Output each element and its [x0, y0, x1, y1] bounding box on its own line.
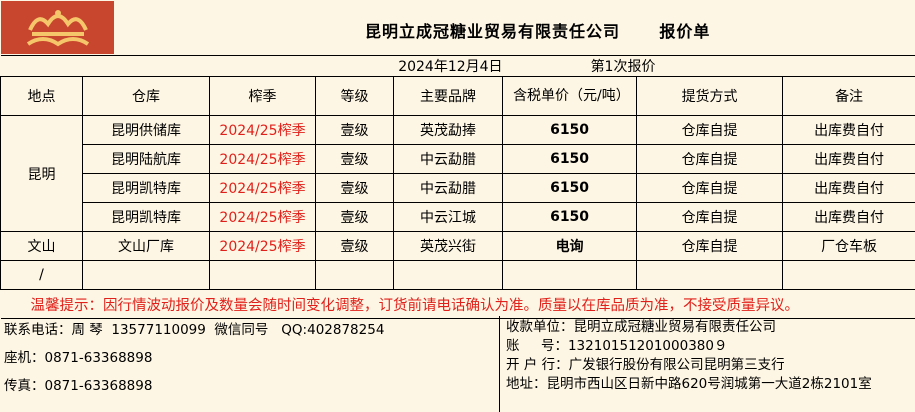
warehouse: 昆明凯特库 [82, 173, 210, 203]
crown-logo [1, 1, 114, 54]
price: 6150 [502, 115, 638, 145]
note: 厂仓车板 [782, 231, 915, 261]
price: 电询 [502, 231, 638, 261]
quote-date: 2024年12月4日 [0, 55, 503, 77]
col-header: 主要品牌 [392, 76, 504, 116]
brand: 英茂勐捧 [392, 115, 504, 145]
note: 出库费自付 [782, 115, 915, 145]
payee-info: 收款单位：昆明立成冠糖业贸易有限责任公司 账 号：132101512010003… [500, 316, 915, 412]
delivery: 仓库自提 [636, 231, 784, 261]
grade: 壹级 [315, 173, 394, 203]
quote-round: 第1次报价 [502, 55, 915, 77]
contact-info: 联系电话：周 琴 13577110099 微信同号 QQ:402878254 座… [0, 316, 500, 412]
page-title: 昆明立成冠糖业贸易有限责任公司 报价单 [365, 22, 711, 41]
table-row: 昆明凯特库 2024/25榨季 壹级 中云江城 6150 仓库自提 出库费自付 [1, 202, 915, 232]
payee-account: 账 号：13210151201000380９ [506, 338, 728, 354]
col-header: 提货方式 [636, 76, 784, 116]
table-row: 昆明凯特库 2024/25榨季 壹级 中云勐腊 6150 仓库自提 出库费自付 [1, 173, 915, 203]
contact-fax: 传真：0871-63368898 [4, 378, 153, 394]
delivery: 仓库自提 [636, 144, 784, 174]
season: 2024/25榨季 [209, 115, 316, 145]
table-row: 昆明 昆明供储库 2024/25榨季 壹级 英茂勐捧 6150 仓库自提 出库费自付 [0, 115, 915, 232]
payee-address: 地址：昆明市西山区日新中路620号润城第一大道2栋2101室 [506, 376, 872, 392]
warehouse: 昆明凯特库 [82, 202, 210, 232]
grade: 壹级 [315, 115, 394, 145]
payee-name: 收款单位：昆明立成冠糖业贸易有限责任公司 [506, 319, 776, 335]
note: 出库费自付 [782, 202, 915, 232]
price: 6150 [502, 202, 638, 232]
price: 6150 [502, 173, 638, 203]
contact-phone: 联系电话：周 琴 13577110099 微信同号 QQ:402878254 [4, 322, 385, 338]
warehouse: 昆明陆航库 [82, 144, 210, 174]
warehouse: 文山厂库 [82, 231, 210, 261]
grade: 壹级 [315, 231, 394, 261]
quote-table: 2024年12月4日 第1次报价 地点 仓库 榨季 等级 主要品牌 含税单价（元/… [0, 55, 915, 319]
grade: 壹级 [315, 144, 394, 174]
brand: 英茂兴街 [392, 231, 504, 261]
table-row: / [0, 260, 915, 290]
delivery: 仓库自提 [636, 202, 784, 232]
table-row: 文山 文山厂库 2024/25榨季 壹级 英茂兴街 电询 仓库自提 厂仓车板 [0, 231, 915, 261]
col-header: 含税单价（元/吨） [502, 76, 638, 116]
col-header: 榨季 [209, 76, 316, 116]
location: 文山 [0, 231, 83, 261]
season: 2024/25榨季 [209, 173, 316, 203]
grade: 壹级 [315, 202, 394, 232]
location: 昆明 [0, 115, 83, 232]
season: 2024/25榨季 [209, 202, 316, 232]
note: 出库费自付 [782, 144, 915, 174]
contact-landline: 座机：0871-63368898 [4, 350, 153, 366]
brand: 中云勐腊 [392, 173, 504, 203]
brand: 中云勐腊 [392, 144, 504, 174]
col-header: 备注 [782, 76, 915, 116]
col-header: 地点 [0, 76, 83, 116]
delivery: 仓库自提 [636, 173, 784, 203]
notice: 温馨提示：因行情波动报价及数量会随时间变化调整，订货前请电话确认为准。质量以在库… [0, 289, 915, 319]
season: 2024/25榨季 [209, 231, 316, 261]
note: 出库费自付 [782, 173, 915, 203]
delivery: 仓库自提 [636, 115, 784, 145]
price: 6150 [502, 144, 638, 174]
location: / [0, 260, 83, 290]
col-header: 仓库 [82, 76, 210, 116]
season: 2024/25榨季 [209, 144, 316, 174]
payee-bank: 开 户 行：广发银行股份有限公司昆明第三支行 [506, 357, 785, 373]
table-row: 昆明陆航库 2024/25榨季 壹级 中云勐腊 6150 仓库自提 出库费自付 [1, 144, 915, 174]
warehouse: 昆明供储库 [82, 115, 210, 145]
col-header: 等级 [315, 76, 394, 116]
brand: 中云江城 [392, 202, 504, 232]
